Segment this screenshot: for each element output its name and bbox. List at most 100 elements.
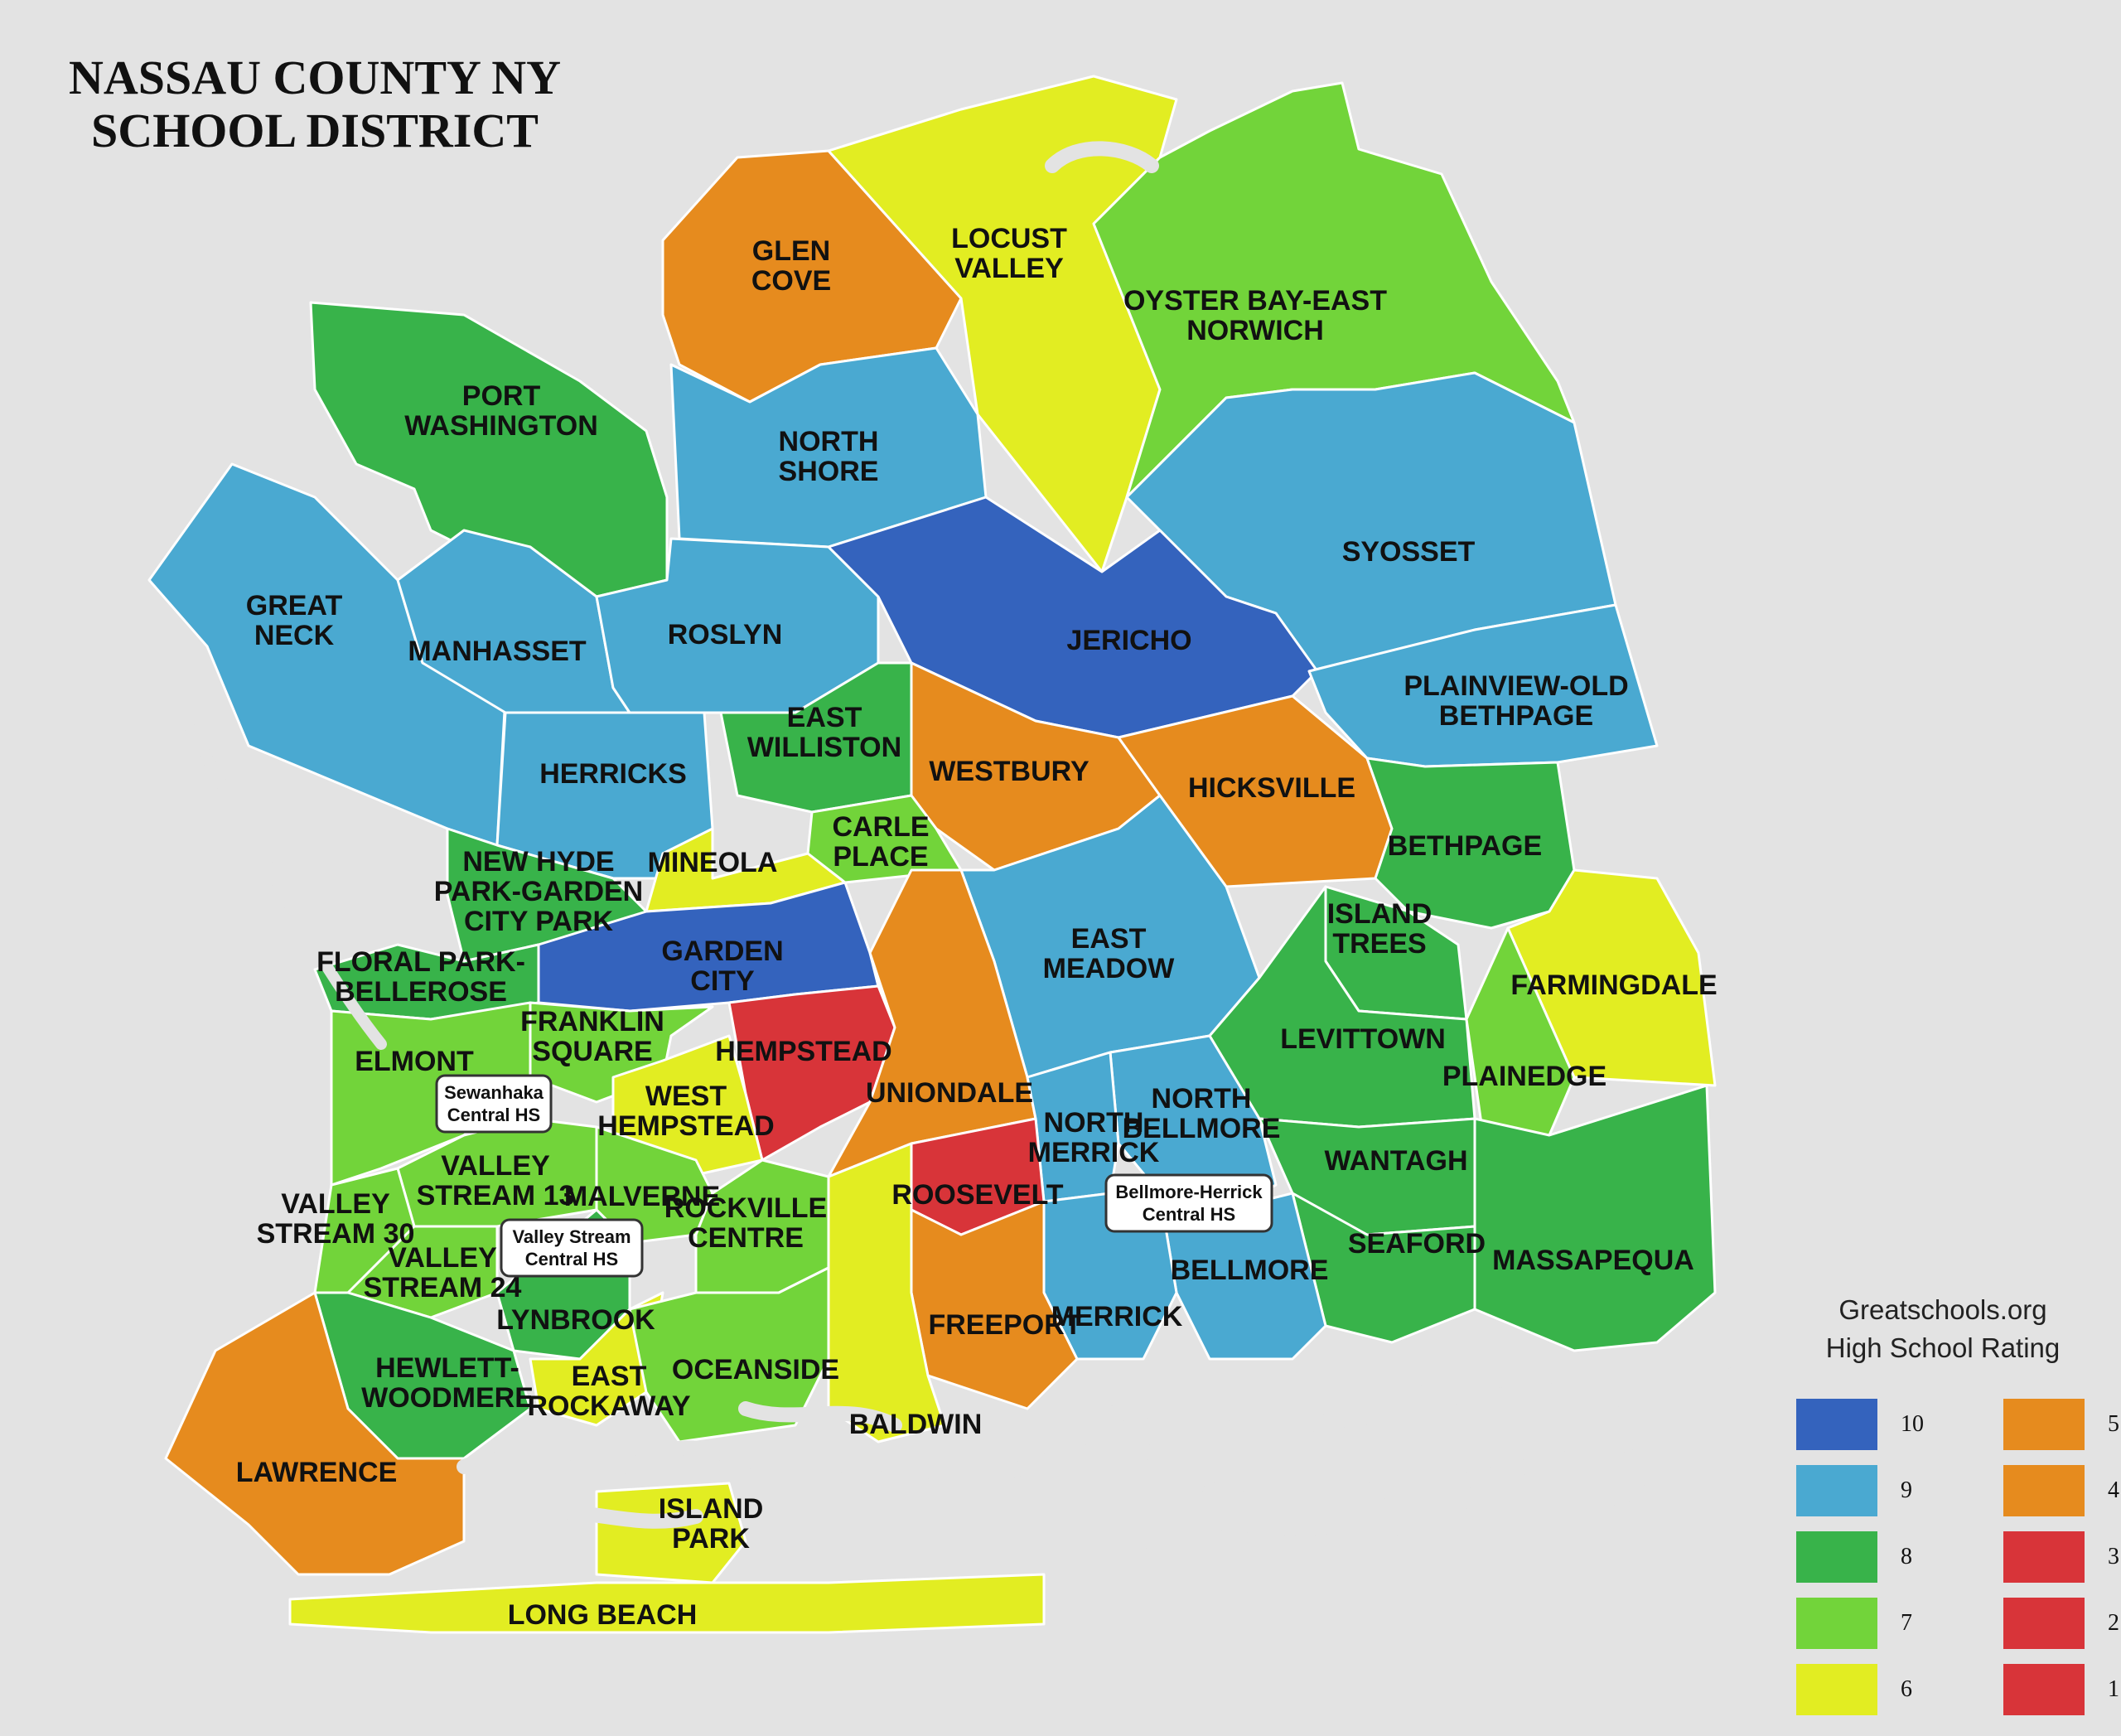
- legend-value: 8: [1901, 1544, 1912, 1569]
- district-regions: [147, 75, 1717, 1634]
- district-massapequa: [1473, 1084, 1717, 1352]
- label-carle-place: CARLE PLACE: [832, 811, 929, 873]
- water-channel: [738, 1401, 902, 1433]
- legend-swatch: [2003, 1598, 2085, 1649]
- district-labels: GLEN COVE LOCUST VALLEY OYSTER BAY-EAST NORWI…: [236, 223, 1718, 1631]
- label-malverne: MALVERNE: [564, 1181, 720, 1212]
- label-lynbrook: LYNBROOK: [496, 1304, 655, 1336]
- water-channel: [185, 723, 387, 1050]
- water-channel: [1070, 1400, 1433, 1433]
- legend-swatch: [1796, 1531, 1877, 1583]
- water-channel: [821, 1441, 1217, 1482]
- legend-swatch: [2003, 1399, 2085, 1450]
- water-channel: [1202, 1401, 1714, 1499]
- district-long-beach: [288, 1573, 1046, 1634]
- map-title: NASSAU COUNTY NY SCHOOL DISTRICT: [33, 51, 597, 157]
- label-north-merrick: NORTH MERRICK: [1028, 1107, 1160, 1168]
- label-elmont: ELMONT: [355, 1046, 474, 1077]
- label-farmingdale: FARMINGDALE: [1510, 970, 1717, 1001]
- bay-water-channels: [185, 141, 1764, 1550]
- legend-swatch: [1796, 1598, 1877, 1649]
- label-locust-valley: LOCUST VALLEY: [951, 223, 1067, 284]
- label-island-trees: ISLAND TREES: [1327, 898, 1433, 960]
- label-great-neck: GREAT NECK: [246, 590, 343, 651]
- label-baldwin: BALDWIN: [849, 1409, 983, 1440]
- label-hempstead: HEMPSTEAD: [715, 1036, 891, 1067]
- central-hs-text: Central HS: [447, 1105, 540, 1125]
- legend-item-6: 6: [1796, 1664, 1912, 1715]
- label-lawrence: LAWRENCE: [236, 1457, 398, 1488]
- label-bellmore: BELLMORE: [1171, 1255, 1329, 1286]
- rating-legend: 10 9 8 7 6 5 4 3 2 1: [1796, 1399, 2119, 1730]
- label-levittown: LEVITTOWN: [1280, 1023, 1446, 1055]
- legend-value: 2: [2108, 1610, 2119, 1636]
- district-island-park: [595, 1482, 747, 1584]
- legend-swatch: [2003, 1664, 2085, 1715]
- label-port-washington: PORT WASHINGTON: [404, 380, 598, 442]
- label-oyster-bay: OYSTER BAY-EAST NORWICH: [1123, 285, 1387, 346]
- legend-item-9: 9: [1796, 1465, 1912, 1516]
- legend-item-8: 8: [1796, 1531, 1912, 1583]
- legend-value: 1: [2108, 1676, 2119, 1702]
- legend-item-2: 2: [2003, 1598, 2119, 1649]
- legend-item-4: 4: [2003, 1465, 2119, 1516]
- legend-item-7: 7: [1796, 1598, 1912, 1649]
- label-island-park: ISLAND PARK: [659, 1493, 764, 1555]
- label-freeport: FREEPORT: [928, 1309, 1081, 1341]
- district-lawrence: [164, 1291, 466, 1576]
- label-rockville-centre: ROCKVILLE CENTRE: [664, 1192, 827, 1254]
- legend-swatch: [1796, 1399, 1877, 1450]
- label-west-hempstead: WEST HEMPSTEAD: [597, 1081, 774, 1142]
- label-plainedge: PLAINEDGE: [1442, 1061, 1606, 1092]
- title-line-2: SCHOOL DISTRICT: [91, 104, 539, 157]
- label-syosset: SYOSSET: [1342, 536, 1476, 568]
- label-franklin-square: FRANKLIN SQUARE: [520, 1006, 664, 1067]
- label-merrick: MERRICK: [1051, 1301, 1183, 1332]
- label-bethpage: BETHPAGE: [1388, 830, 1542, 862]
- label-hewlett-woodmere: HEWLETT-WOODMERE: [361, 1352, 534, 1414]
- water-channel: [1136, 1484, 1648, 1550]
- legend-value: 10: [1901, 1411, 1924, 1437]
- central-hs-text: Valley Stream: [512, 1226, 631, 1247]
- label-north-shore: NORTH SHORE: [779, 426, 879, 487]
- label-east-williston: EAST WILLISTON: [747, 702, 901, 763]
- label-plainview: PLAINVIEW-OLD BETHPAGE: [1404, 670, 1628, 732]
- label-westbury: WESTBURY: [929, 756, 1089, 787]
- label-valley-stream-24: VALLEY STREAM 24: [364, 1242, 522, 1303]
- legend-value: 3: [2108, 1544, 2119, 1569]
- label-hicksville: HICKSVILLE: [1188, 772, 1355, 804]
- legend-value: 4: [2108, 1477, 2119, 1503]
- label-uniondale: UNIONDALE: [866, 1077, 1033, 1109]
- label-new-hyde-park: NEW HYDE PARK-GARDEN CITY PARK: [434, 846, 643, 937]
- label-herricks: HERRICKS: [539, 758, 687, 790]
- label-roosevelt: ROOSEVELT: [891, 1179, 1063, 1211]
- label-floral-park: FLORAL PARK-BELLEROSE: [316, 946, 525, 1008]
- legend-value: 9: [1901, 1477, 1912, 1503]
- district-plainedge: [1465, 926, 1576, 1137]
- legend-value: 6: [1901, 1676, 1912, 1702]
- label-north-bellmore: NORTH BELLMORE: [1123, 1083, 1281, 1144]
- legend-item-1: 1: [2003, 1664, 2119, 1715]
- water-channel: [506, 1504, 703, 1529]
- label-valley-stream-13: VALLEY STREAM 13: [417, 1150, 575, 1211]
- title-line-1: NASSAU COUNTY NY: [68, 51, 562, 104]
- central-hs-text: Sewanhaka: [444, 1082, 544, 1103]
- legend-title-line-2: High School Rating: [1825, 1332, 2061, 1363]
- legend-swatch: [1796, 1664, 1877, 1715]
- legend-value: 5: [2108, 1411, 2119, 1437]
- label-massapequa: MASSAPEQUA: [1492, 1245, 1694, 1276]
- water-channel: [1418, 1360, 1764, 1415]
- legend-value: 7: [1901, 1610, 1912, 1636]
- legend-swatch: [2003, 1465, 2085, 1516]
- district-bethpage: [1365, 757, 1576, 930]
- legend-swatch: [1796, 1465, 1877, 1516]
- legend-item-10: 10: [1796, 1399, 1924, 1450]
- label-valley-stream-30: VALLEY STREAM 30: [257, 1188, 415, 1250]
- legend-title: Greatschools.org High School Rating: [1781, 1291, 2104, 1367]
- legend-swatch: [2003, 1531, 2085, 1583]
- label-manhasset: MANHASSET: [408, 636, 587, 667]
